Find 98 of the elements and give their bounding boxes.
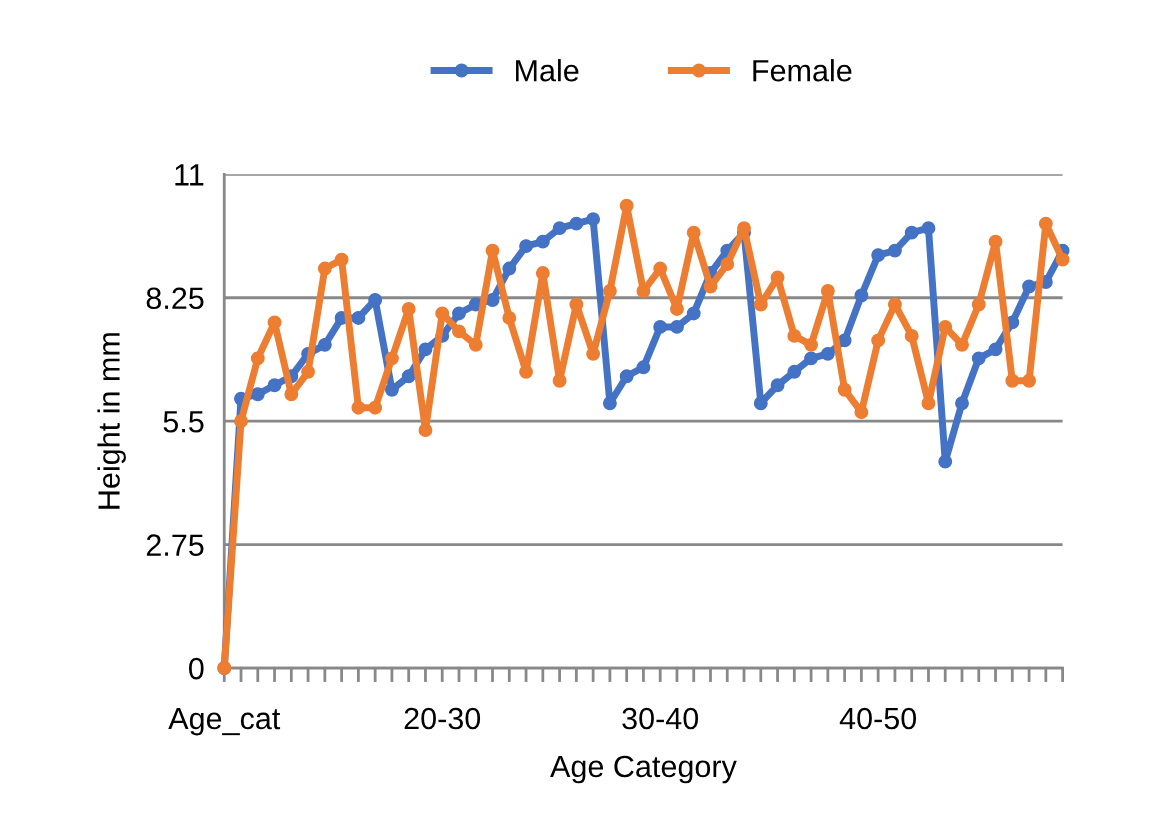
- point: [250, 387, 265, 402]
- point: [535, 266, 550, 280]
- point: [921, 221, 936, 236]
- point: [435, 306, 450, 321]
- point: [904, 328, 919, 343]
- point: [602, 396, 617, 411]
- point: [636, 284, 651, 298]
- point: [552, 221, 567, 236]
- point: [351, 400, 366, 415]
- point: [670, 319, 684, 334]
- point: [837, 382, 852, 397]
- point: [753, 297, 768, 312]
- point: [368, 400, 383, 415]
- point: [368, 293, 383, 307]
- point: [602, 284, 617, 298]
- x-tick-label: Age_cat: [168, 708, 281, 736]
- point: [569, 216, 584, 231]
- point: [317, 261, 332, 276]
- x-axis-title: Age Category: [550, 755, 737, 784]
- point: [787, 364, 802, 379]
- point: [1005, 373, 1020, 388]
- point: [686, 306, 701, 321]
- point: [703, 279, 718, 294]
- point: [871, 248, 886, 263]
- point: [988, 342, 1003, 357]
- point: [955, 337, 969, 352]
- point: [753, 396, 768, 411]
- x-tick-label: 20-30: [404, 707, 481, 730]
- point: [301, 364, 316, 379]
- point: [686, 225, 701, 240]
- point: [401, 369, 416, 384]
- point: [971, 297, 986, 312]
- point: [653, 261, 668, 276]
- point: [384, 351, 399, 366]
- point: [418, 342, 433, 357]
- point: [720, 257, 735, 272]
- x-tick-label: 40-50: [839, 707, 917, 730]
- y-tick-label: 0: [189, 657, 204, 680]
- point: [485, 243, 500, 258]
- point: [921, 396, 936, 411]
- point: [334, 252, 349, 267]
- point: [250, 351, 265, 366]
- point: [586, 212, 601, 227]
- y-tick-label: 2.75: [146, 534, 204, 556]
- point: [452, 306, 466, 321]
- y-tick-label: 11: [175, 164, 204, 186]
- point: [653, 319, 668, 334]
- point: [820, 346, 835, 361]
- y-tick-label: 5.5: [163, 411, 204, 433]
- point: [871, 333, 886, 348]
- point: [1022, 373, 1037, 388]
- point: [569, 297, 584, 312]
- point: [502, 261, 517, 276]
- point: [904, 225, 919, 240]
- point: [619, 198, 634, 213]
- point: [234, 414, 248, 429]
- point: [1038, 216, 1053, 231]
- point: [737, 221, 751, 236]
- point: [468, 337, 483, 352]
- point: [267, 315, 282, 330]
- point: [535, 234, 550, 249]
- point: [854, 288, 869, 303]
- point: [770, 378, 785, 393]
- legend-label: Male: [516, 59, 579, 82]
- point: [267, 378, 282, 393]
- point: [804, 337, 819, 352]
- x-tick-label: 30-40: [622, 707, 699, 730]
- point: [971, 351, 986, 366]
- point: [552, 373, 567, 388]
- point: [317, 337, 332, 352]
- point: [854, 405, 869, 420]
- point: [938, 454, 953, 469]
- point: [284, 387, 299, 402]
- point: [384, 382, 399, 397]
- point: [670, 302, 684, 316]
- point: [804, 351, 819, 366]
- point: [887, 243, 902, 258]
- point: [401, 302, 416, 316]
- point: [1055, 252, 1070, 267]
- y-tick-label: 8.25: [146, 287, 204, 310]
- point: [502, 310, 517, 325]
- point: [619, 369, 634, 384]
- point: [1022, 279, 1037, 294]
- point: [351, 310, 366, 325]
- point: [418, 423, 433, 438]
- point: [820, 284, 835, 298]
- point: [988, 234, 1003, 249]
- legend-label: Female: [753, 59, 852, 82]
- point: [770, 270, 785, 285]
- point: [938, 319, 953, 334]
- point: [485, 293, 500, 307]
- point: [955, 396, 969, 411]
- point: [452, 324, 466, 339]
- point: [519, 364, 534, 379]
- point: [636, 360, 651, 375]
- point: [519, 239, 534, 254]
- point: [787, 328, 802, 343]
- y-axis-title: Height in mm: [97, 333, 126, 509]
